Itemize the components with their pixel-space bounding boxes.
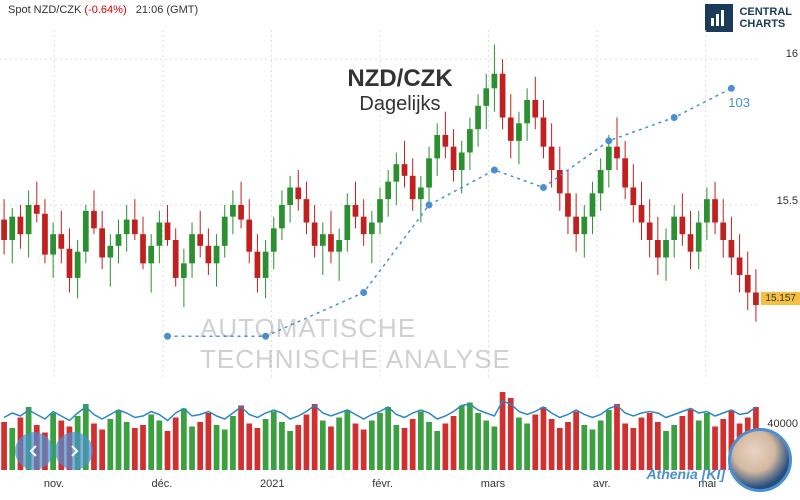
- xaxis-tick: déc.: [152, 478, 173, 490]
- avatar-label: Athenia [KI]: [646, 466, 725, 482]
- avatar-icon[interactable]: [728, 428, 792, 492]
- xaxis-tick: févr.: [372, 478, 393, 490]
- change-pct: (-0.64%): [84, 4, 126, 16]
- current-price-tag: 15.157: [761, 292, 800, 305]
- title-sub: Dagelijks: [347, 93, 452, 116]
- indicator-value: 103: [728, 95, 750, 110]
- watermark-text: AUTOMATISCHE TECHNISCHE ANALYSE: [200, 313, 600, 375]
- instrument-label: Spot NZD/CZK: [8, 4, 81, 16]
- volume-chart[interactable]: [0, 380, 760, 470]
- title-main: NZD/CZK: [347, 65, 452, 93]
- xaxis-tick: avr.: [593, 478, 611, 490]
- yaxis-tick: 16: [786, 48, 798, 60]
- xaxis-tick: 2021: [260, 478, 284, 490]
- header-time: 21:06 (GMT): [136, 4, 198, 16]
- yaxis-tick: 15.5: [777, 195, 798, 207]
- header-info: Spot NZD/CZK (-0.64%) 21:06 (GMT): [8, 4, 198, 16]
- nav-prev-icon[interactable]: [15, 432, 53, 470]
- xaxis-tick: mars: [481, 478, 505, 490]
- logo-text: CENTRALCHARTS: [739, 6, 792, 30]
- nav-next-icon[interactable]: [55, 432, 93, 470]
- chart-title: NZD/CZK Dagelijks: [347, 65, 452, 116]
- nav-arrows: [15, 432, 93, 470]
- volume-axis-label: 40000: [767, 418, 798, 430]
- logo[interactable]: CENTRALCHARTS: [705, 4, 792, 32]
- logo-icon: [705, 4, 733, 32]
- xaxis-tick: nov.: [44, 478, 64, 490]
